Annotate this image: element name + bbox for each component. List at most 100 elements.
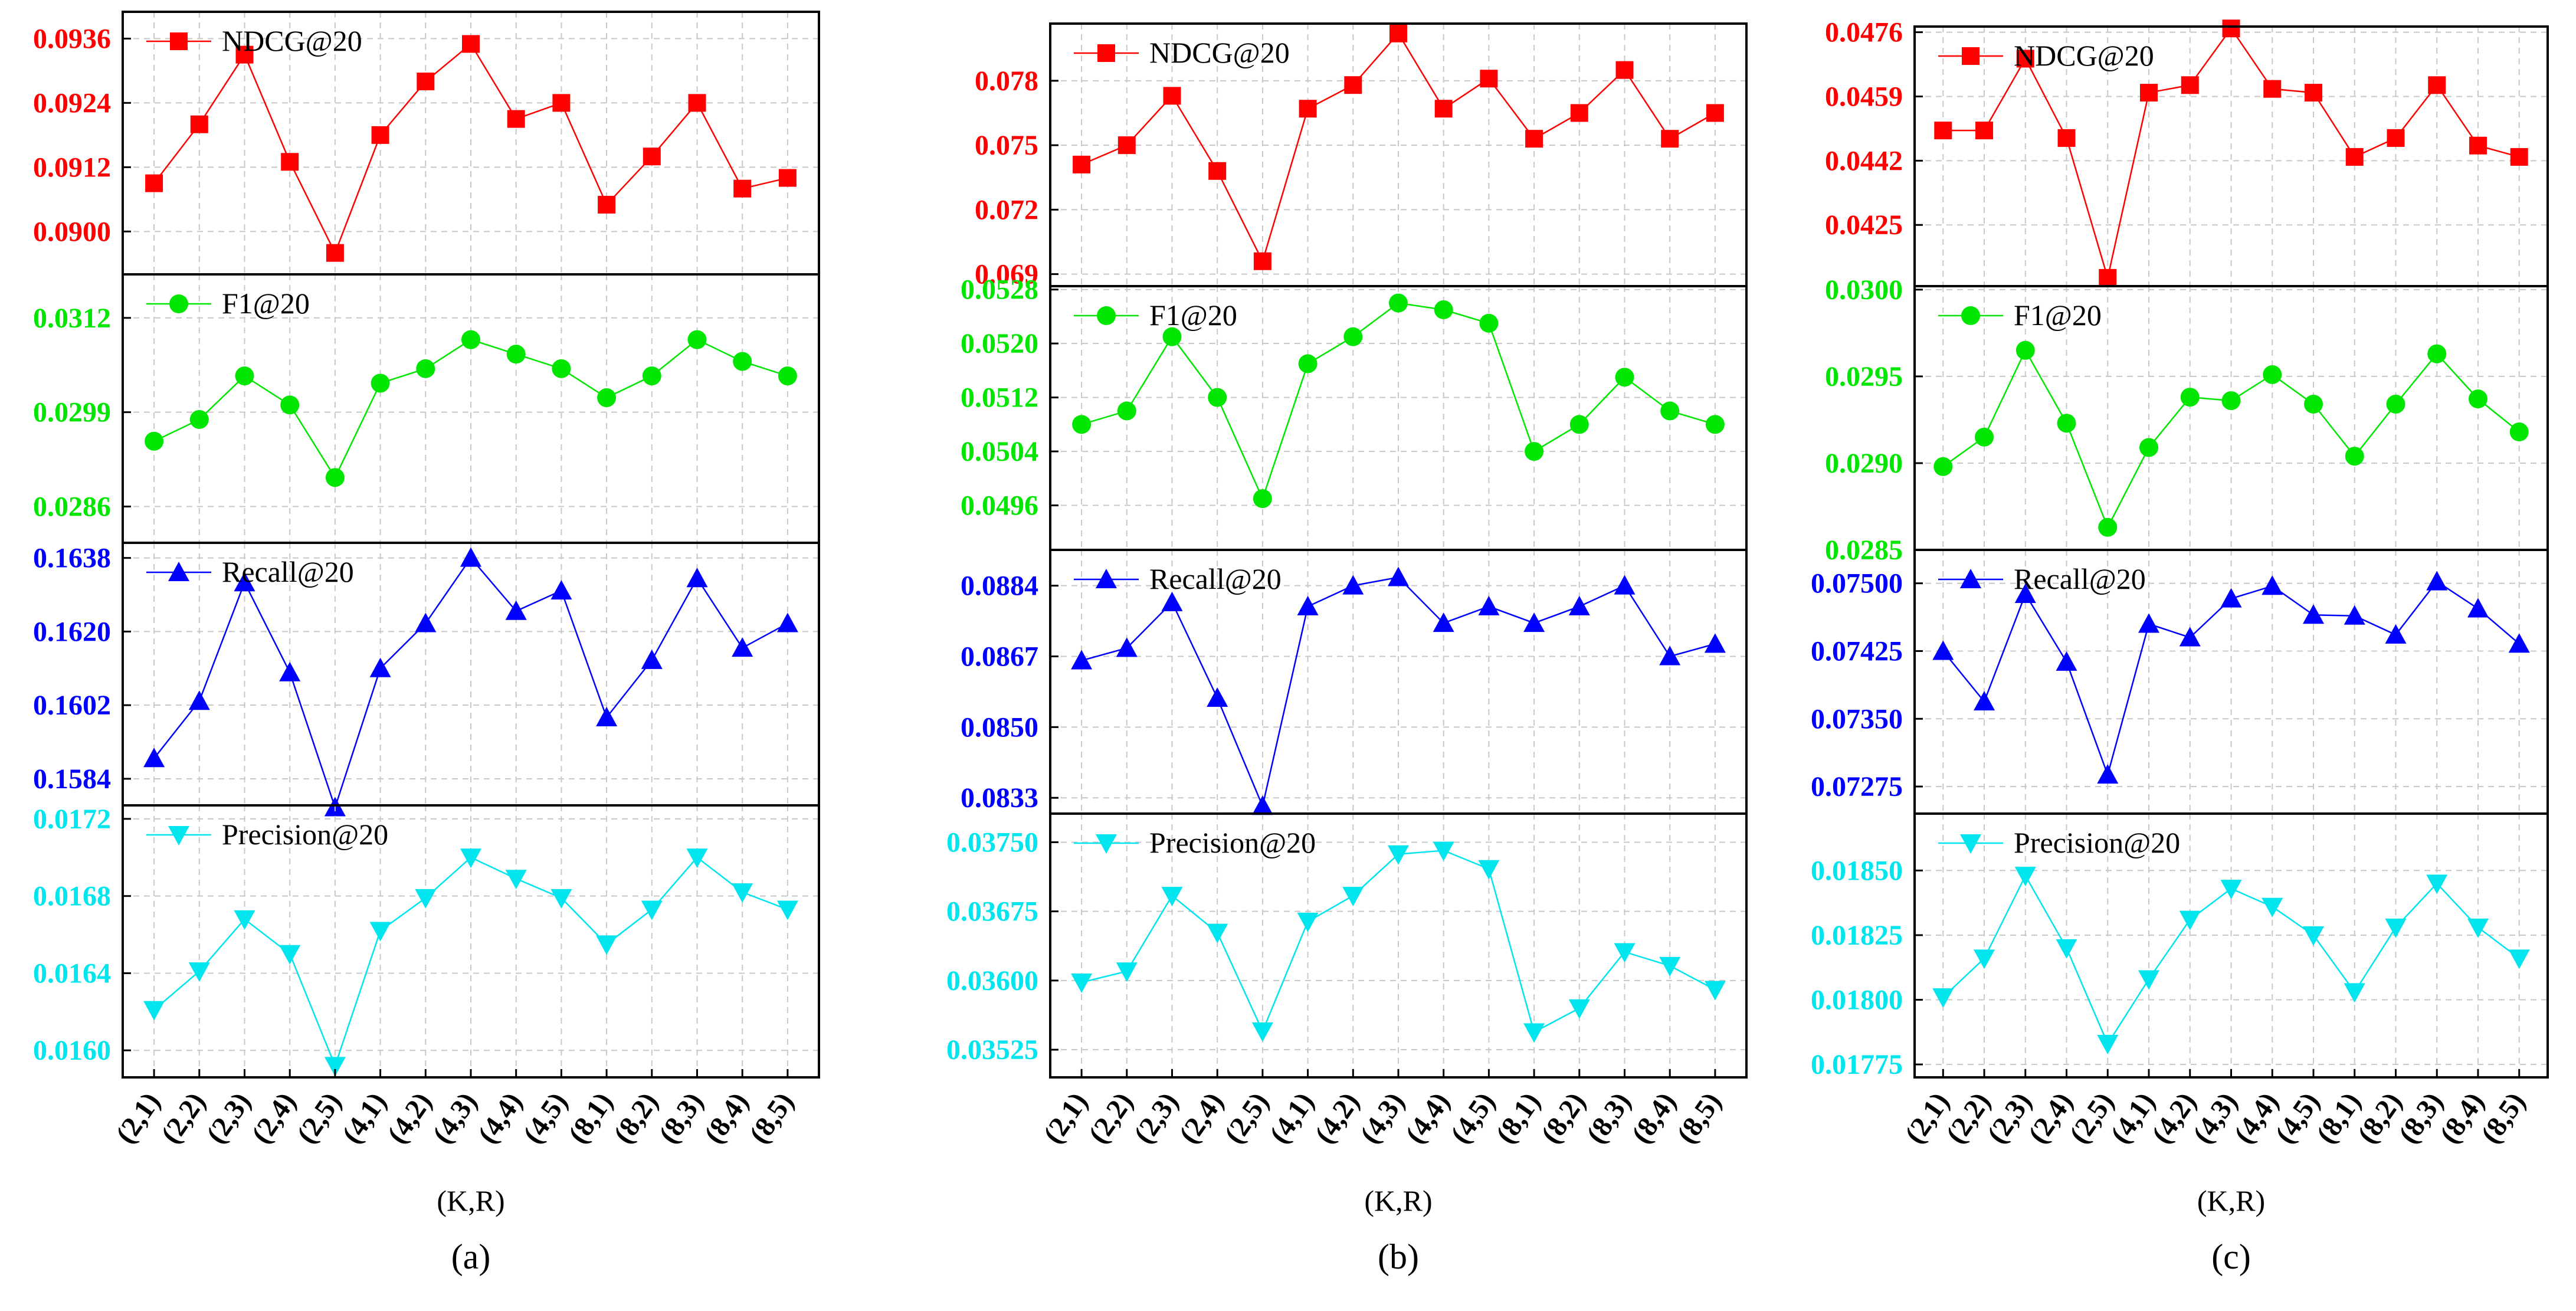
y-tick-label: 0.0496 (961, 490, 1038, 522)
data-point (143, 748, 165, 768)
data-point (189, 409, 209, 429)
data-point (686, 848, 708, 868)
x-tick-label: (4,4) (1400, 1087, 1456, 1149)
data-point (1208, 388, 1227, 407)
data-point (778, 169, 797, 187)
data-point (1298, 354, 1318, 373)
data-point (2304, 84, 2322, 102)
data-point (2302, 604, 2324, 624)
x-axis-title: (K,R) (437, 1184, 504, 1217)
legend-marker (169, 294, 188, 313)
data-point (1161, 591, 1183, 611)
y-tick-label: 0.03600 (946, 965, 1038, 997)
data-point (1388, 566, 1409, 586)
data-point (1117, 136, 1136, 155)
y-tick-label: 0.0520 (961, 328, 1038, 359)
legend-label: NDCG@20 (222, 24, 362, 57)
data-point (2099, 268, 2117, 287)
data-point (1523, 1023, 1545, 1043)
y-tick-label: 0.1620 (33, 616, 111, 647)
data-point (1161, 887, 1183, 907)
data-point (2014, 584, 2036, 604)
legend-label: Recall@20 (2014, 562, 2146, 595)
data-point (2345, 148, 2364, 166)
data-point (280, 395, 300, 415)
data-point (688, 94, 706, 112)
y-tick-label: 0.0884 (961, 571, 1038, 602)
data-point (1660, 401, 1680, 421)
legend-marker (1960, 834, 1981, 854)
data-point (1299, 100, 1317, 118)
data-point (326, 244, 344, 262)
data-point (2016, 50, 2034, 68)
y-tick-label: 0.0512 (961, 382, 1038, 414)
x-tick-label: (4,3) (2187, 1087, 2243, 1149)
x-tick-label: (8,4) (2434, 1087, 2490, 1149)
legend-marker (1097, 306, 1116, 325)
data-point (324, 1057, 346, 1077)
x-tick-label: (4,1) (2105, 1087, 2161, 1149)
data-point (1433, 612, 1454, 632)
data-point (2263, 80, 2282, 98)
data-point (2509, 422, 2529, 442)
y-tick-label: 0.069 (975, 259, 1038, 290)
data-point (1116, 962, 1138, 982)
data-point (1116, 637, 1138, 657)
data-point (143, 1001, 165, 1021)
data-point (188, 962, 210, 982)
data-point (1933, 457, 1953, 476)
y-tick-label: 0.07425 (1811, 635, 1903, 667)
data-point (643, 148, 661, 166)
data-point (188, 690, 210, 710)
data-point (1569, 415, 1589, 434)
x-tick-label: (4,2) (381, 1087, 438, 1149)
data-point (1389, 24, 1407, 42)
data-point (687, 330, 707, 349)
data-point (234, 572, 255, 592)
data-point (1251, 1022, 1273, 1042)
x-tick-label: (8,2) (608, 1087, 664, 1149)
subplot-ndcg-at-20: 0.069 0.072 0.075 0.078 NDCG@20 (975, 24, 1746, 290)
data-point (1478, 860, 1500, 880)
data-point (415, 612, 437, 632)
subplot-recall-at-20: 0.1584 0.1602 0.1620 0.1638 Recall@20 (33, 543, 819, 817)
data-point (1071, 650, 1093, 670)
data-point (2262, 575, 2283, 595)
y-tick-label: 0.072 (975, 194, 1038, 225)
y-tick-label: 0.03525 (946, 1034, 1038, 1066)
data-point (641, 649, 663, 669)
x-tick-label: (8,4) (1625, 1087, 1682, 1149)
data-point (2057, 129, 2076, 147)
data-point (417, 73, 435, 91)
y-tick-label: 0.03750 (946, 827, 1038, 858)
data-point (2221, 391, 2241, 411)
y-tick-label: 0.07350 (1811, 703, 1903, 735)
data-point (235, 45, 254, 64)
data-point (550, 889, 572, 909)
data-point (598, 195, 616, 214)
data-point (2262, 897, 2283, 917)
data-point (369, 657, 391, 677)
data-point (732, 883, 753, 903)
data-point (1932, 640, 1954, 660)
x-tick-label: (2,4) (1173, 1087, 1230, 1149)
x-tick-label: (8,3) (653, 1087, 709, 1149)
x-tick-label: (8,4) (698, 1087, 755, 1149)
x-tick-label: (4,3) (1354, 1087, 1411, 1149)
data-point (641, 900, 663, 920)
data-point (2139, 438, 2159, 457)
data-point (415, 889, 437, 909)
data-point (1934, 122, 1952, 140)
data-point (2179, 627, 2201, 647)
data-point (1704, 633, 1726, 653)
y-tick-label: 0.07500 (1811, 568, 1903, 599)
data-point (1480, 70, 1498, 88)
subplot-precision-at-20: 0.01775 0.01800 0.01825 0.01850 Precision@20 (1811, 814, 2548, 1080)
data-point (1932, 988, 1954, 1008)
data-point (2138, 970, 2160, 990)
y-tick-label: 0.0172 (33, 804, 111, 835)
data-point (1388, 845, 1409, 865)
data-point (1297, 912, 1319, 932)
data-point (2056, 651, 2077, 671)
subplot-precision-at-20: 0.0160 0.0164 0.0168 0.0172 Precision@20 (33, 804, 819, 1077)
